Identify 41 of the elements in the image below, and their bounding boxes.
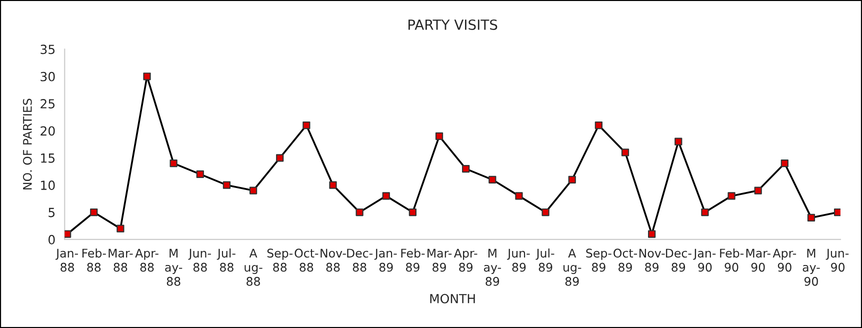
x-tick-label: M ay- 88: [165, 248, 182, 286]
x-tick-label: Jul- 89: [536, 248, 554, 272]
x-tick-label: Oct- 88: [294, 248, 318, 272]
x-tick-label: Jan- 90: [693, 248, 716, 272]
x-axis-title: MONTH: [430, 294, 475, 304]
y-tick-label: 20: [40, 126, 55, 136]
x-tick-label: Dec- 89: [666, 248, 692, 272]
x-tick-label: Mar- 88: [108, 248, 133, 272]
x-tick-label: Jan- 88: [55, 248, 78, 272]
x-tick-label: Jul- 88: [216, 248, 236, 272]
y-tick-label: 25: [40, 99, 55, 108]
y-tick-label: 35: [40, 44, 55, 54]
x-tick-label: Sep- 89: [586, 248, 612, 272]
y-tick-label: 0: [48, 234, 55, 244]
x-tick-label: Mar- 89: [428, 248, 452, 272]
x-tick-label: Jun- 90: [826, 248, 849, 272]
x-tick-label: Dec- 88: [347, 248, 373, 272]
x-tick-label: M ay- 90: [802, 248, 820, 286]
x-tick-label: Apr- 88: [135, 248, 158, 272]
x-tick-label: Oct- 89: [614, 248, 638, 272]
y-tick-label: 30: [40, 72, 55, 82]
y-tick-label: 10: [41, 180, 55, 190]
x-tick-label: Feb- 89: [401, 248, 425, 272]
x-tick-label: Apr- 90: [772, 248, 796, 272]
x-tick-label: Nov- 89: [639, 248, 665, 272]
y-tick-label: 5: [48, 208, 55, 218]
x-tick-label: A ug- 88: [244, 248, 262, 286]
x-tick-label: Apr- 89: [454, 248, 478, 272]
x-tick-label: Nov- 88: [320, 248, 346, 272]
x-tick-label: Feb- 88: [82, 248, 106, 272]
y-axis-title: NO. OF PARTIES: [22, 98, 32, 190]
x-tick-label: Jun- 89: [507, 248, 530, 272]
y-tick-label: 15: [41, 154, 55, 163]
chart-title: PARTY VISITS: [408, 19, 498, 30]
x-tick-label: Jun- 88: [188, 248, 211, 272]
x-tick-label: Sep- 88: [267, 248, 293, 272]
x-tick-label: A ug- 89: [563, 248, 582, 286]
x-tick-label: Jan- 89: [374, 248, 397, 272]
x-tick-label: Mar- 90: [746, 248, 770, 272]
x-tick-label: M ay- 89: [484, 248, 501, 286]
x-tick-label: Feb- 90: [720, 248, 744, 272]
